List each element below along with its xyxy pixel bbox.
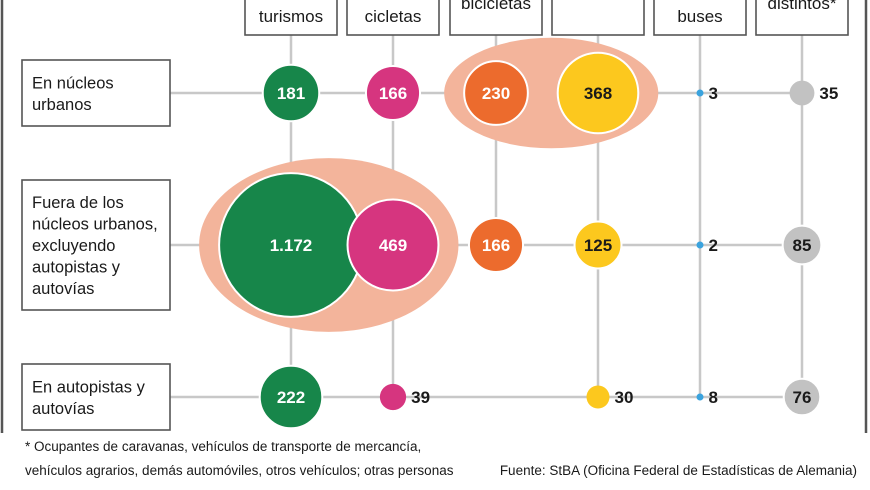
- column-header-box-turismos: [244, 0, 338, 36]
- row-label-autopistas-line-1: En autopistas y: [32, 378, 146, 396]
- chart-frame: [0, 0, 868, 433]
- bubble-urbanos-distintos: [789, 80, 815, 106]
- bubble-urbanos-bicicletas: [463, 60, 529, 126]
- row-label-fuera-line-3: excluyendo: [32, 237, 115, 255]
- value-label-fuera-col4: 125: [584, 236, 612, 255]
- bubble-autopistas-cicletas: [379, 383, 407, 411]
- bubble-fuera-bicicletas: [467, 216, 525, 274]
- value-label-autopistas-col4: 30: [615, 388, 634, 407]
- column-header-buses: buses: [677, 7, 722, 26]
- value-label-urbanos-cicletas: 166: [379, 84, 407, 103]
- row-label-box-urbanos: [21, 59, 171, 127]
- row-label-fuera-line-1: Fuera de los: [32, 194, 124, 212]
- bubble-fuera-distintos: [781, 224, 823, 266]
- column-header-turismos: turismos: [259, 7, 323, 26]
- column-header-box-col4: [551, 0, 645, 36]
- row-label-urbanos-line-1: En núcleos: [32, 74, 114, 92]
- row-label-box-fuera: [21, 179, 171, 311]
- value-label-fuera-buses: 2: [709, 236, 718, 255]
- value-label-autopistas-buses: 8: [709, 388, 718, 407]
- column-header-distintos: distintos*: [768, 0, 837, 13]
- row-label-autopistas-line-2: autovías: [32, 400, 94, 418]
- bubble-urbanos-buses: [696, 89, 704, 97]
- bubbles: 181 166 230 368 3 35 1.172 469 166 125 2 85 222 39 30 8…: [218, 51, 838, 430]
- column-headers: turismos cicletas bicicletas buses distintos…: [244, 0, 849, 36]
- bubble-autopistas-buses: [696, 393, 704, 401]
- value-label-urbanos-distintos: 35: [819, 84, 838, 103]
- value-label-fuera-turismos: 1.172: [270, 236, 313, 255]
- bubble-autopistas-col4: [586, 385, 610, 409]
- column-header-box-distintos: [755, 0, 849, 36]
- column-header-cicletas: cicletas: [365, 7, 422, 26]
- value-label-autopistas-cicletas: 39: [411, 388, 430, 407]
- footnote-line-2: vehículos agrarios, demás automóviles, o…: [25, 463, 454, 478]
- column-header-box-buses: [653, 0, 747, 36]
- footnote-line-1: * Ocupantes de caravanas, vehículos de t…: [25, 439, 421, 454]
- bubble-fuera-cicletas: [346, 198, 440, 292]
- column-header-box-bicicletas: [449, 0, 543, 36]
- bubble-fuera-buses: [696, 241, 704, 249]
- bubble-autopistas-distintos: [782, 377, 822, 417]
- column-header-bicicletas: bicicletas: [461, 0, 531, 13]
- bubble-urbanos-cicletas: [364, 64, 422, 122]
- value-label-urbanos-turismos: 181: [277, 84, 305, 103]
- value-label-autopistas-distintos: 76: [793, 388, 812, 407]
- row-label-fuera-line-4: autopistas y: [32, 259, 121, 277]
- row-label-box-autopistas: [21, 363, 171, 431]
- bubble-autopistas-turismos: [258, 364, 324, 430]
- value-label-fuera-cicletas: 469: [379, 236, 407, 255]
- bubble-urbanos-turismos: [261, 63, 321, 123]
- value-label-urbanos-buses: 3: [709, 84, 718, 103]
- bubble-fuera-col4: [573, 220, 623, 270]
- column-header-box-cicletas: [346, 0, 440, 36]
- value-label-urbanos-bicicletas: 230: [482, 84, 510, 103]
- source-note: Fuente: StBA (Oficina Federal de Estadís…: [500, 463, 857, 478]
- bubble-urbanos-col4: [556, 51, 640, 135]
- value-label-urbanos-col4: 368: [584, 84, 612, 103]
- row-label-fuera-line-2: núcleos urbanos,: [32, 216, 158, 234]
- value-label-autopistas-turismos: 222: [277, 388, 305, 407]
- row-label-urbanos-line-2: urbanos: [32, 96, 92, 114]
- value-label-fuera-bicicletas: 166: [482, 236, 510, 255]
- row-label-fuera-line-5: autovías: [32, 280, 94, 298]
- row-labels: En núcleos urbanos Fuera de los núcleos urb…: [21, 59, 171, 431]
- value-label-fuera-distintos: 85: [793, 236, 812, 255]
